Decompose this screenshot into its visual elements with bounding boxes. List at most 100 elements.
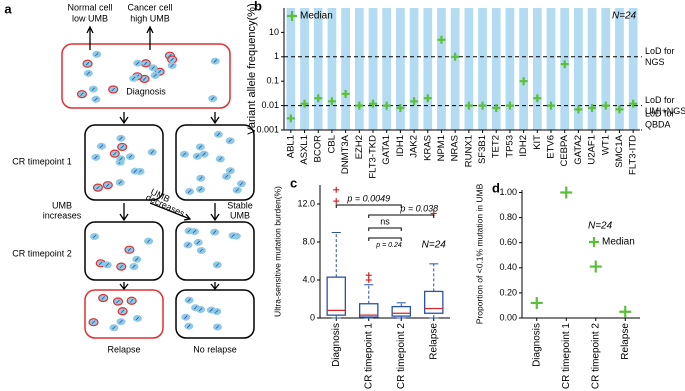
x-tick-label: SF3B1 bbox=[477, 135, 488, 164]
median-marker bbox=[286, 114, 295, 123]
cell-mark bbox=[210, 96, 215, 101]
cell-mark bbox=[170, 63, 174, 68]
reference-label: QBDA bbox=[645, 119, 671, 129]
reference-label: LoD for bbox=[645, 108, 675, 118]
y-axis-label: Variant allele frequency(%) bbox=[246, 3, 258, 134]
diagram-shapes bbox=[61, 25, 255, 339]
median-marker bbox=[464, 101, 473, 110]
median-marker bbox=[601, 101, 610, 110]
arrow bbox=[210, 282, 220, 291]
cell-mark bbox=[198, 307, 203, 312]
annotation: N=24 bbox=[612, 11, 637, 22]
category-band bbox=[478, 8, 487, 130]
x-tick-label: SMC1A bbox=[614, 134, 625, 167]
x-tick-label: WT1 bbox=[600, 135, 611, 155]
cell-mark bbox=[99, 144, 104, 148]
x-tick-label: CR timepoint 2 bbox=[396, 323, 407, 390]
x-tick-label: IDH1 bbox=[395, 135, 406, 157]
cell-mark bbox=[101, 296, 105, 300]
x-tick-label: CR timepoint 1 bbox=[561, 323, 572, 390]
cell-mark bbox=[235, 188, 240, 192]
category-band bbox=[327, 8, 337, 130]
label: increases bbox=[43, 210, 82, 220]
x-tick-label: CR timepoint 2 bbox=[590, 323, 601, 390]
x-tick-label: KRAS bbox=[422, 135, 433, 161]
cell-mark bbox=[216, 132, 221, 137]
cell-mark bbox=[182, 152, 187, 157]
outlier bbox=[333, 198, 340, 205]
box bbox=[391, 305, 411, 317]
y-tick-label: 0.00 bbox=[499, 312, 517, 322]
median-marker bbox=[300, 99, 309, 108]
y-tick-label: 1.00 bbox=[499, 187, 517, 197]
category-band bbox=[313, 8, 323, 130]
label: Relapse bbox=[107, 344, 140, 354]
median-marker bbox=[629, 99, 638, 108]
label: CR timepoint 1 bbox=[12, 156, 72, 166]
cell-mark bbox=[119, 319, 123, 324]
median-marker bbox=[589, 260, 602, 273]
cell-mark bbox=[119, 264, 124, 269]
cell-mark bbox=[195, 154, 200, 159]
cell-mark bbox=[187, 298, 191, 302]
median-marker bbox=[574, 105, 583, 114]
cell-mark bbox=[157, 69, 162, 74]
cell-mark bbox=[92, 234, 97, 239]
annotation: N=24 bbox=[588, 221, 613, 232]
category-band bbox=[300, 8, 309, 130]
y-tick-label: 1 bbox=[274, 51, 279, 61]
cell-mark bbox=[128, 154, 133, 159]
cell-mark bbox=[192, 229, 197, 234]
category-band bbox=[382, 8, 392, 130]
cell-mark bbox=[118, 180, 122, 185]
label: Stable bbox=[227, 200, 253, 210]
label: Diagnosis bbox=[126, 86, 166, 96]
cell-mark bbox=[199, 248, 204, 253]
median-marker bbox=[530, 296, 543, 309]
category-band bbox=[423, 8, 433, 130]
median-marker bbox=[437, 35, 446, 44]
category-band bbox=[450, 8, 460, 130]
cr2-box bbox=[84, 221, 164, 281]
cell-mark bbox=[112, 325, 116, 330]
median-marker bbox=[533, 94, 542, 103]
reference-label: LoD for bbox=[645, 95, 675, 105]
category-band bbox=[628, 8, 638, 130]
y-tick-label: 0.1 bbox=[266, 76, 279, 86]
y-tick-label: 12.0 bbox=[297, 198, 315, 208]
cell-mark bbox=[106, 183, 110, 187]
arrow bbox=[149, 202, 192, 221]
x-tick-label: CR timepoint 1 bbox=[363, 323, 374, 390]
legend-label: Median bbox=[602, 237, 635, 248]
arrow bbox=[210, 112, 220, 125]
arrow bbox=[86, 25, 94, 50]
median-marker bbox=[341, 89, 350, 98]
cell-mark bbox=[213, 59, 218, 63]
cell-mark bbox=[135, 61, 140, 65]
cell-mark bbox=[239, 181, 244, 186]
cell-mark bbox=[214, 309, 219, 314]
cell-mark bbox=[120, 145, 124, 149]
median-marker bbox=[560, 60, 569, 69]
x-tick-label: CBL bbox=[326, 135, 337, 153]
bracket bbox=[368, 214, 435, 218]
reference-label: NGS bbox=[645, 57, 665, 67]
x-tick-label: TET2 bbox=[491, 135, 502, 158]
cell-mark bbox=[127, 247, 132, 252]
category-band bbox=[587, 8, 597, 130]
label: UMB bbox=[230, 210, 250, 220]
x-tick-label: ABL1 bbox=[285, 135, 296, 158]
cell-mark bbox=[91, 320, 96, 324]
y-tick-label: 4.0 bbox=[302, 274, 315, 284]
p-value: ns bbox=[380, 216, 390, 226]
cell-mark bbox=[91, 87, 96, 91]
median-marker bbox=[615, 105, 624, 114]
label: Normal cell bbox=[67, 2, 112, 12]
panel-label: d bbox=[492, 180, 500, 195]
median-marker bbox=[369, 99, 377, 108]
cell-mark bbox=[86, 71, 91, 76]
cell-mark bbox=[135, 316, 140, 321]
x-tick-label: GATA1 bbox=[381, 135, 392, 165]
cell-mark bbox=[184, 315, 188, 319]
y-tick-label: 0.60 bbox=[499, 237, 517, 247]
